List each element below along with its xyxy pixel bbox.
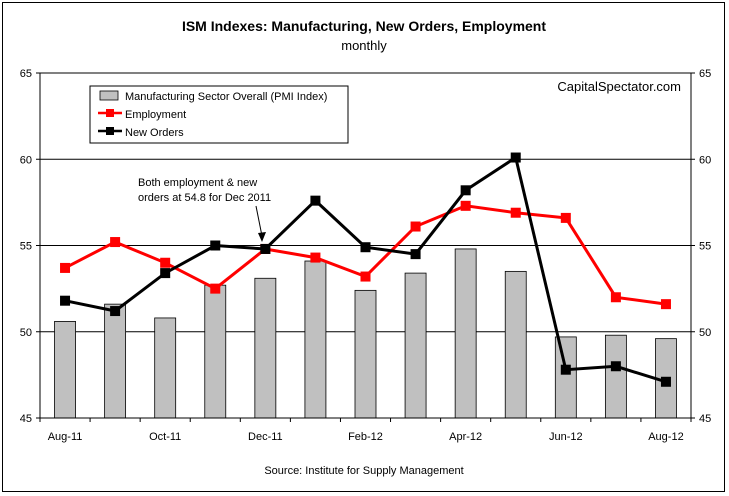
legend-label-pmi: Manufacturing Sector Overall (PMI Index) bbox=[125, 91, 327, 103]
bar-pmi bbox=[554, 336, 577, 419]
y-tick-label-left: 45 bbox=[20, 413, 32, 425]
bar-pmi bbox=[54, 320, 76, 419]
x-tick-label: Jun-12 bbox=[549, 431, 583, 443]
bar-pmi bbox=[454, 248, 477, 419]
line-employment bbox=[64, 204, 667, 306]
marker-new-orders bbox=[410, 249, 421, 260]
marker-employment bbox=[360, 271, 371, 282]
x-tick-label: Feb-12 bbox=[348, 431, 383, 443]
chart-title: ISM Indexes: Manufacturing, New Orders, … bbox=[182, 18, 546, 34]
marker-employment bbox=[310, 252, 321, 263]
bar-pmi bbox=[504, 270, 527, 419]
chart-subtitle: monthly bbox=[341, 38, 387, 53]
marker-employment bbox=[610, 292, 621, 303]
watermark: CapitalSpectator.com bbox=[557, 79, 681, 94]
legend-label-employment: Employment bbox=[125, 109, 186, 121]
bar-pmi bbox=[404, 272, 427, 419]
marker-new-orders bbox=[560, 364, 571, 375]
y-tick-label-right: 60 bbox=[699, 154, 711, 166]
bar-pmi bbox=[254, 277, 277, 419]
marker-new-orders bbox=[160, 268, 171, 279]
marker-new-orders bbox=[210, 240, 221, 251]
marker-employment bbox=[60, 262, 71, 273]
x-tick-label: Aug-11 bbox=[48, 431, 83, 443]
marker-employment bbox=[110, 237, 121, 248]
marker-new-orders bbox=[260, 243, 271, 254]
legend-label-new-orders: New Orders bbox=[125, 127, 184, 139]
annotation-arrow-shaft bbox=[255, 205, 263, 237]
legend-marker-new-orders bbox=[106, 127, 114, 135]
chart-frame bbox=[2, 2, 725, 492]
marker-new-orders bbox=[310, 195, 321, 206]
y-tick-label-right: 50 bbox=[699, 327, 711, 339]
marker-new-orders bbox=[110, 306, 121, 317]
y-tick-label-right: 45 bbox=[699, 413, 711, 425]
bar-pmi bbox=[154, 317, 177, 419]
source-note: Source: Institute for Supply Management bbox=[264, 465, 463, 477]
marker-employment bbox=[510, 207, 521, 218]
y-tick-label-right: 55 bbox=[699, 241, 711, 253]
x-tick-label: Oct-11 bbox=[149, 431, 181, 443]
bar-pmi bbox=[304, 260, 327, 419]
marker-employment bbox=[560, 212, 571, 223]
y-tick-label-left: 60 bbox=[20, 154, 32, 166]
y-axis-ticks: 45 45 50 50 55 55 60 60 65 65 bbox=[20, 68, 712, 425]
marker-employment bbox=[210, 283, 221, 294]
annotation: Both employment & new orders at 54.8 for… bbox=[138, 177, 271, 242]
y-tick-label-left: 50 bbox=[20, 327, 32, 339]
marker-employment bbox=[410, 221, 421, 232]
marker-new-orders bbox=[460, 185, 471, 196]
x-tick-label: Aug-12 bbox=[648, 431, 683, 443]
annotation-line-2: orders at 54.8 for Dec 2011 bbox=[138, 192, 271, 204]
x-tick-label: Dec-11 bbox=[248, 431, 283, 443]
marker-new-orders bbox=[360, 242, 371, 253]
marker-new-orders bbox=[510, 152, 521, 163]
marker-employment bbox=[660, 299, 671, 310]
y-tick-label-left: 65 bbox=[20, 68, 32, 80]
bar-pmi bbox=[604, 334, 627, 419]
x-axis-ticks: Aug-11 Oct-11 Dec-11 Feb-12 Apr-12 Jun-12 Aug-… bbox=[39, 418, 692, 443]
bar-pmi bbox=[204, 284, 227, 419]
annotation-arrow-head bbox=[258, 232, 266, 242]
y-tick-label-left: 55 bbox=[20, 241, 32, 253]
y-tick-label-right: 65 bbox=[699, 68, 711, 80]
annotation-line-1: Both employment & new bbox=[138, 177, 257, 189]
bar-pmi bbox=[104, 303, 127, 419]
marker-new-orders bbox=[60, 295, 71, 306]
bar-pmi bbox=[354, 289, 377, 419]
marker-employment bbox=[160, 257, 171, 268]
bar-series bbox=[54, 248, 677, 419]
legend-box bbox=[89, 85, 349, 144]
line-series bbox=[60, 152, 671, 387]
marker-new-orders bbox=[610, 361, 621, 372]
marker-employment bbox=[460, 200, 471, 211]
x-tick-label: Apr-12 bbox=[449, 431, 482, 443]
legend: Manufacturing Sector Overall (PMI Index)… bbox=[89, 85, 349, 144]
marker-new-orders bbox=[660, 376, 671, 387]
legend-swatch-pmi bbox=[99, 90, 119, 101]
legend-marker-employment bbox=[106, 109, 114, 117]
